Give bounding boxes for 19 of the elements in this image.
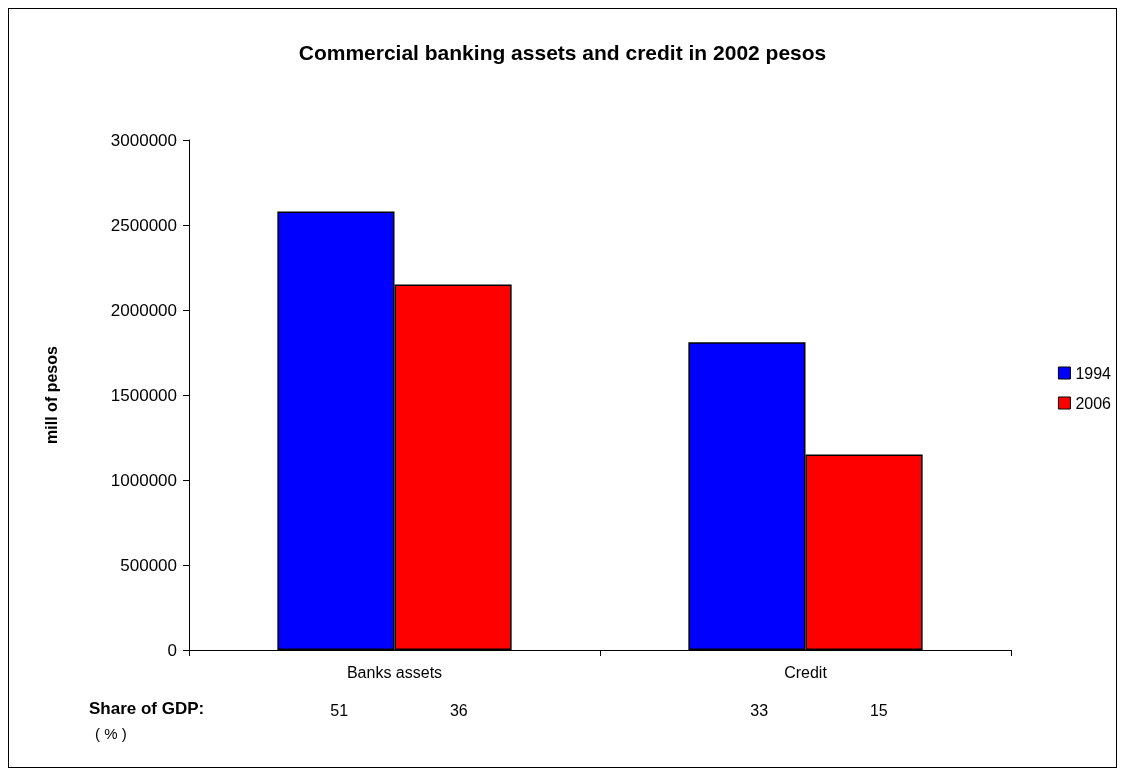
text: 15 [869, 701, 888, 719]
y-axis-title: mill of pesos [42, 346, 60, 444]
text: 33 [750, 701, 769, 719]
legend-label: 1994 [1075, 364, 1112, 382]
y-tick-label: 1000000 [110, 470, 177, 490]
y-tick-label: 0 [167, 640, 177, 660]
y-tick-label: 2500000 [110, 215, 177, 235]
text: Share of GDP: [89, 699, 205, 718]
x-tick-label: Credit [784, 663, 828, 681]
y-tick-label: 3000000 [110, 130, 177, 150]
legend-label: 2006 [1075, 394, 1112, 412]
x-tick-label: Banks assets [346, 663, 443, 681]
y-tick-label: 1500000 [110, 385, 177, 405]
chart-title: Commercial banking assets and credit in 2002 pesos [298, 41, 827, 64]
y-tick-label: 500000 [120, 555, 177, 575]
text: ( % ) [95, 725, 127, 742]
y-tick-label: 2000000 [110, 300, 177, 320]
text: 36 [449, 701, 468, 719]
text: 51 [330, 701, 349, 719]
